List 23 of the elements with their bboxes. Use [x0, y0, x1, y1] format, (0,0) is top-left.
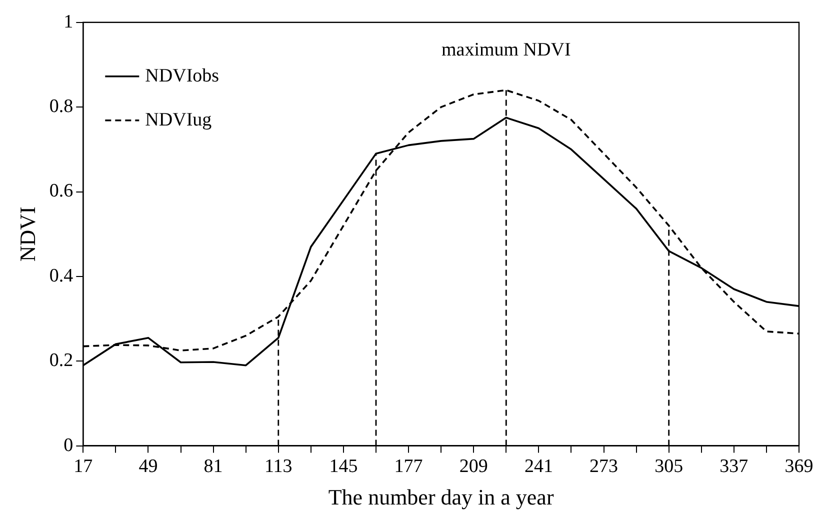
y-tick-label: 1	[64, 11, 74, 32]
y-tick-label: 0	[64, 434, 74, 456]
x-tick-label: 145	[329, 456, 358, 478]
y-tick-label: 0.4	[49, 265, 74, 286]
x-tick-label: 177	[394, 456, 423, 478]
x-tick-label: 305	[654, 456, 684, 478]
x-tick-label: 241	[524, 456, 553, 478]
ref-line-label: maximum NDVI	[442, 39, 571, 60]
x-tick-label: 49	[138, 456, 158, 478]
legend-label: NDVIug	[145, 109, 212, 130]
y-tick-label: 0.2	[49, 350, 74, 372]
y-axis-title: NDVI	[14, 206, 40, 262]
x-tick-label: 81	[204, 456, 223, 478]
x-tick-label: 113	[264, 456, 292, 478]
legend-label: NDVIobs	[145, 65, 220, 86]
x-tick-label: 209	[459, 456, 488, 478]
y-tick-label: 0.8	[49, 96, 74, 118]
x-tick-label: 273	[590, 456, 618, 478]
y-tick-label: 0.6	[49, 180, 74, 202]
x-axis-title: The number day in a year	[328, 484, 554, 510]
x-tick-label: 369	[784, 456, 814, 478]
x-tick-label: 337	[720, 456, 748, 478]
x-tick-label: 17	[74, 456, 93, 478]
